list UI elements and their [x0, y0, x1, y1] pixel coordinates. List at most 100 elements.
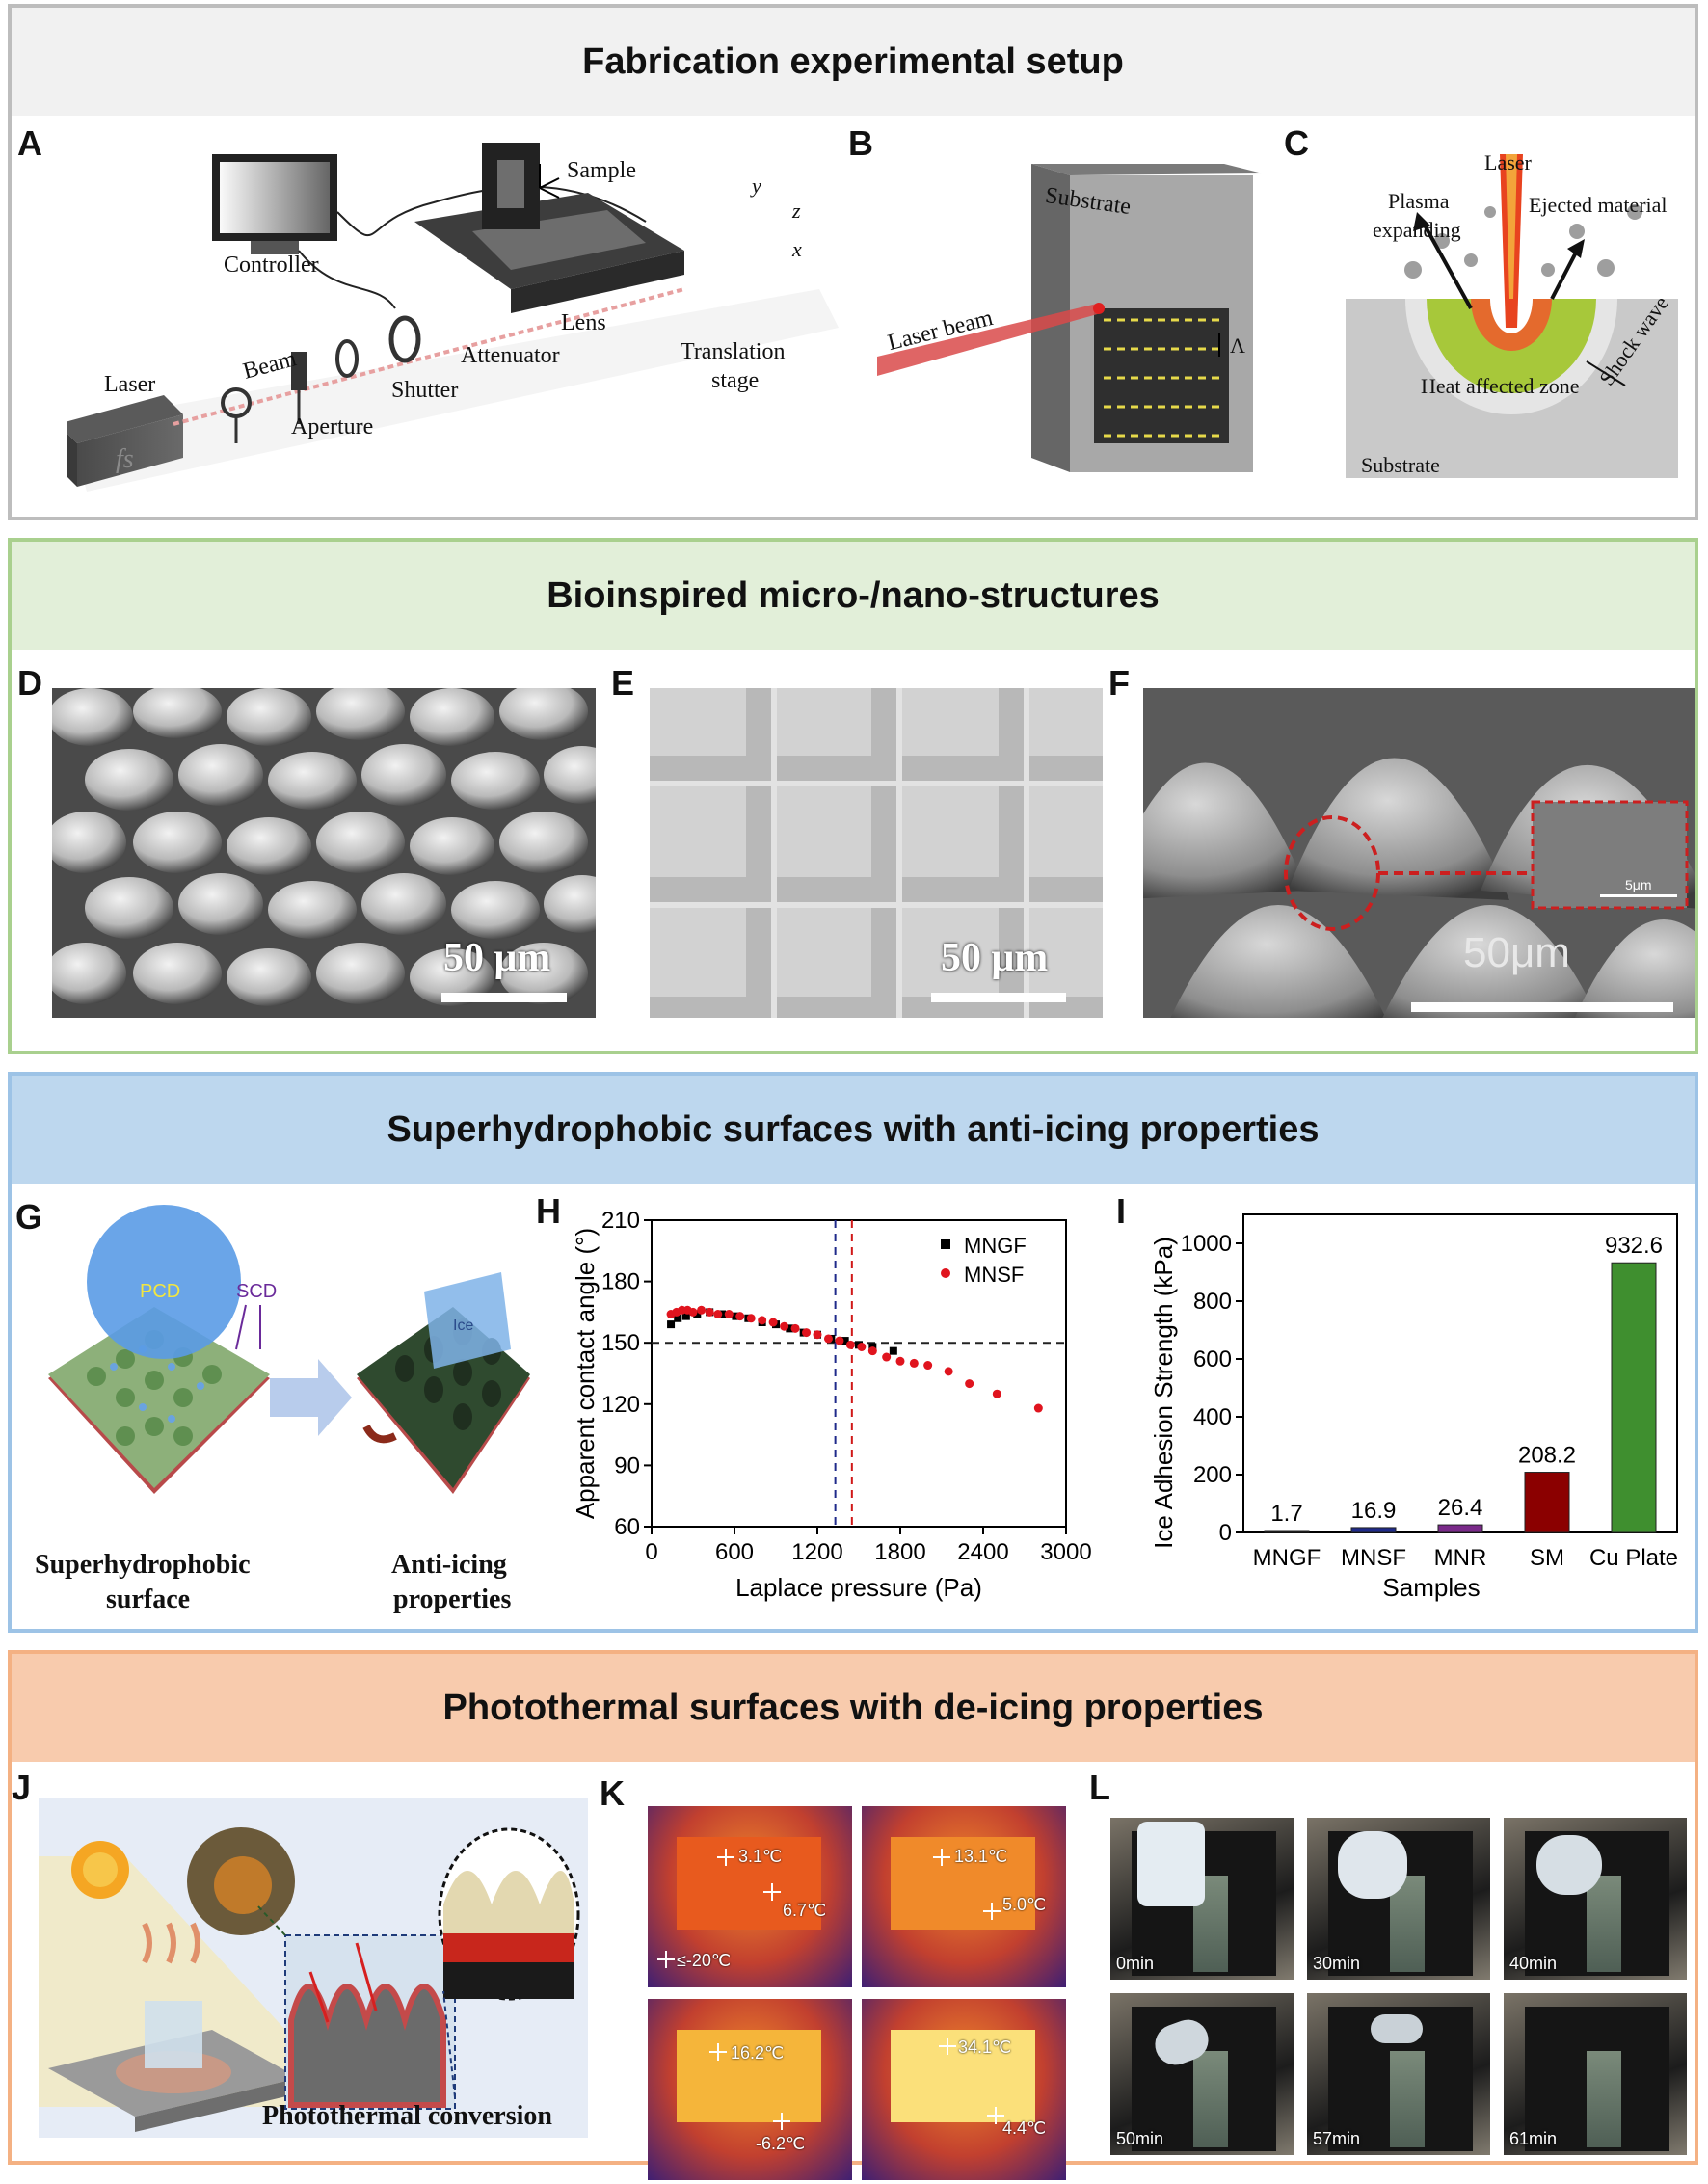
data-point-mnsf — [867, 1346, 877, 1356]
panel-d-sem-image: 50 μm — [52, 688, 596, 1018]
panel-a-setup-diagram: fs — [67, 143, 839, 492]
panel-c-ablation-diagram — [1346, 154, 1678, 478]
panel-j-illustration — [39, 1798, 588, 2138]
label-translation: Translation — [681, 339, 786, 364]
axis-x-label: x — [792, 237, 802, 261]
thermal-image-2: 13.1℃ 5.0℃ — [862, 1806, 1066, 1987]
photo-timestamp: 0min — [1116, 1954, 1155, 1973]
panel-d-scale-bar — [441, 993, 567, 1002]
x-tick-label: 1200 — [791, 1539, 842, 1565]
panel-h-scatter-chart: 60 90 120 150 180 210 0 600 1200 1800 2400 3000 MNGF… — [571, 1208, 1092, 1602]
data-point-mnsf — [909, 1358, 919, 1368]
ice-block — [1536, 1835, 1602, 1895]
bar-mngf — [1264, 1530, 1310, 1533]
data-point-mngf — [681, 1312, 690, 1320]
data-point-mngf — [693, 1310, 702, 1318]
label-expanding: expanding — [1373, 218, 1461, 242]
panel-d-texture — [52, 688, 596, 1006]
data-point-mnsf — [813, 1330, 822, 1340]
photo-timestamp: 57min — [1313, 2129, 1361, 2148]
marker-icon — [933, 1849, 950, 1866]
bar-value-label: 16.9 — [1351, 1498, 1397, 1524]
laser-fs-text: fs — [116, 444, 134, 474]
y-tick-label: 200 — [1193, 1462, 1232, 1488]
ice-label: Ice — [453, 1318, 473, 1334]
temp-readout: 3.1℃ — [738, 1847, 783, 1866]
temp-readout: ≤-20℃ — [677, 1951, 732, 1970]
data-point-mnsf — [790, 1323, 800, 1333]
y-tick-label: 1000 — [1181, 1231, 1232, 1257]
data-point-mnsf — [688, 1307, 698, 1317]
label-ejected: Ejected material — [1529, 193, 1668, 217]
marker-icon — [657, 1951, 675, 1968]
thermal-block — [891, 2030, 1035, 2122]
bar-value-label: 208.2 — [1518, 1443, 1576, 1469]
data-point-mnsf — [802, 1328, 812, 1338]
ice-block — [1371, 2014, 1423, 2043]
temp-readout: 16.2℃ — [731, 2043, 785, 2063]
label-aperture: Aperture — [291, 414, 374, 439]
label-anti-icing: Anti-icing — [391, 1550, 507, 1580]
legend-marker-mnsf — [941, 1268, 950, 1278]
time-lapse-photo-6: 61min — [1504, 1993, 1687, 2155]
x-tick-label: 0 — [645, 1539, 657, 1565]
panel-label-k: K — [600, 1773, 625, 1813]
panel-i-bar-chart: 0 200 400 600 800 1000 1.7 MNGF 16.9 MNSF 26.4 MNR 2… — [1149, 1213, 1678, 1602]
panel-f-cone-texture — [1143, 758, 1695, 1018]
label-sample: Sample — [567, 158, 636, 183]
label-stage: stage — [711, 368, 760, 393]
ice-block — [1338, 1831, 1407, 1899]
data-point-mnsf — [823, 1334, 833, 1344]
label-attenuator: Attenuator — [461, 343, 560, 368]
thermal-image-1: 3.1℃ 6.7℃ ≤-20℃ — [648, 1806, 852, 1987]
temp-readout: 6.7℃ — [783, 1901, 827, 1920]
temp-readout: 13.1℃ — [954, 1847, 1008, 1866]
label-shutter: Shutter — [391, 378, 459, 403]
x-category-label: SM — [1530, 1545, 1564, 1571]
panel-d-scale-text: 50 μm — [443, 936, 551, 980]
data-point-mnsf — [1033, 1403, 1043, 1413]
thermal-block — [891, 1837, 1035, 1930]
photo-board — [1587, 2051, 1621, 2147]
y-tick-label: 60 — [614, 1514, 640, 1540]
panel-b-substrate-diagram — [877, 164, 1263, 472]
legend-marker-mngf — [941, 1239, 950, 1249]
x-axis-title: Samples — [1382, 1573, 1480, 1602]
x-category-label: MNGF — [1253, 1545, 1321, 1571]
panel-e-scale-text: 50 μm — [941, 936, 1049, 980]
y-tick-label: 600 — [1193, 1346, 1232, 1372]
ice-block — [1137, 1822, 1205, 1906]
data-point-mngf — [889, 1346, 897, 1355]
thermal-image-4: 34.1℃ 4.4℃ — [862, 1999, 1066, 2180]
section-photothermal-title: Photothermal surfaces with de-icing prop… — [12, 1654, 1695, 1762]
x-tick-label: 2400 — [957, 1539, 1008, 1565]
photo-timestamp: 61min — [1509, 2129, 1558, 2148]
photo-timestamp: 30min — [1313, 1954, 1361, 1973]
data-point-mnsf — [758, 1316, 767, 1325]
marker-icon — [763, 1883, 781, 1901]
plot-frame — [651, 1219, 1067, 1528]
temp-readout: -6.2℃ — [756, 2134, 806, 2153]
x-tick-label: 600 — [715, 1539, 754, 1565]
data-point-mngf — [674, 1314, 682, 1322]
panel-label-b: B — [848, 123, 873, 163]
data-point-mnsf — [944, 1367, 953, 1376]
y-tick-label: 90 — [614, 1452, 640, 1478]
label-laser-c: Laser — [1484, 150, 1532, 174]
axis-y-label: y — [752, 173, 761, 198]
y-tick-label: 150 — [601, 1330, 640, 1356]
x-axis-title: Laplace pressure (Pa) — [735, 1573, 982, 1602]
bar-value-label: 26.4 — [1438, 1495, 1483, 1521]
panel-label-i: I — [1116, 1191, 1127, 1231]
label-controller: Controller — [224, 253, 319, 278]
y-axis-title: Ice Adhesion Strength (kPa) — [1149, 1237, 1178, 1549]
y-tick-label: 180 — [601, 1269, 640, 1295]
data-point-mngf — [841, 1337, 849, 1345]
panel-label-d: D — [17, 663, 42, 703]
photo-board — [1587, 1876, 1621, 1972]
panel-label-e: E — [611, 663, 635, 703]
time-lapse-photo-5: 57min — [1307, 1993, 1490, 2155]
label-properties: properties — [393, 1585, 512, 1614]
panel-label-c: C — [1284, 123, 1309, 163]
y-tick-label: 210 — [601, 1208, 640, 1234]
